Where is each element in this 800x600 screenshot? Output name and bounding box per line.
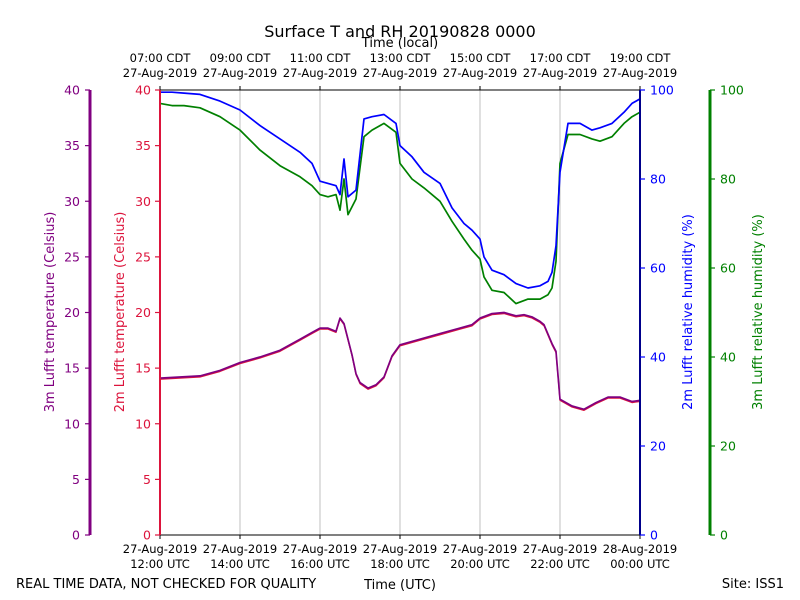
x-tick-local-time: 19:00 CDT — [610, 51, 672, 65]
y-tick-label-rh-2m: 100 — [650, 83, 674, 98]
top-axis-label: Time (local) — [361, 36, 438, 51]
x-tick-utc-date: 27-Aug-2019 — [203, 542, 277, 556]
y-ticks: 0 5 10 15 20 25 30 35 40 0 5 10 15 20 25 30 35 40 0 20 40 60 8… — [64, 83, 744, 543]
x-tick-utc-time: 22:00 UTC — [530, 557, 590, 571]
x-tick-local-time: 11:00 CDT — [290, 51, 352, 65]
y-tick-label-temp-2m: 40 — [135, 83, 151, 98]
x-tick-local-date: 27-Aug-2019 — [203, 66, 277, 80]
y-tick-label-temp-2m: 25 — [135, 249, 151, 264]
y-tick-label-temp-3m: 20 — [64, 305, 80, 320]
y-tick-label-temp-3m: 40 — [64, 83, 80, 98]
y-tick-label-temp-2m: 20 — [135, 305, 151, 320]
y-tick-label-temp-2m: 15 — [135, 361, 151, 376]
footer-site-label: Site: ISS1 — [722, 577, 784, 592]
y-tick-label-temp-2m: 30 — [135, 194, 151, 209]
axis-label-temp-3m: 3m Lufft temperature (Celsius) — [43, 212, 58, 413]
footer-quality-note: REAL TIME DATA, NOT CHECKED FOR QUALITY — [16, 577, 316, 592]
x-tick-local-time: 15:00 CDT — [450, 51, 512, 65]
x-tick-local-time: 09:00 CDT — [210, 51, 272, 65]
y-tick-label-rh-2m: 40 — [650, 350, 666, 365]
x-tick-local-time: 07:00 CDT — [130, 51, 192, 65]
y-tick-label-temp-3m: 0 — [72, 528, 80, 543]
y-tick-label-temp-2m: 10 — [135, 416, 151, 431]
x-tick-local-date: 27-Aug-2019 — [443, 66, 517, 80]
bottom-axis-label: Time (UTC) — [363, 578, 436, 593]
x-tick-local-date: 27-Aug-2019 — [523, 66, 597, 80]
y-tick-label-rh-2m: 80 — [650, 172, 666, 187]
x-tick-utc-time: 16:00 UTC — [290, 557, 350, 571]
x-tick-local-date: 27-Aug-2019 — [603, 66, 677, 80]
series-line-rh-2m — [160, 91, 641, 289]
y-tick-label-rh-2m: 0 — [650, 528, 658, 543]
x-tick-local-date: 27-Aug-2019 — [123, 66, 197, 80]
y-tick-label-rh-3m: 80 — [720, 172, 736, 187]
axis-label-rh-3m: 3m Lufft relative humidity (%) — [751, 214, 766, 410]
y-tick-label-rh-3m: 20 — [720, 439, 736, 454]
y-tick-label-rh-2m: 20 — [650, 439, 666, 454]
x-tick-local-date: 27-Aug-2019 — [283, 66, 357, 80]
x-tick-utc-date: 27-Aug-2019 — [283, 542, 357, 556]
x-tick-utc-date: 27-Aug-2019 — [123, 542, 197, 556]
axis-label-rh-2m: 2m Lufft relative humidity (%) — [681, 214, 696, 410]
chart-title: Surface T and RH 20190828 0000 — [264, 22, 536, 41]
x-tick-utc-time: 14:00 UTC — [210, 557, 270, 571]
y-tick-label-temp-3m: 15 — [64, 361, 80, 376]
y-tick-label-temp-2m: 35 — [135, 138, 151, 153]
y-tick-label-temp-3m: 10 — [64, 416, 80, 431]
y-tick-label-temp-2m: 0 — [143, 528, 151, 543]
y-tick-label-temp-3m: 35 — [64, 138, 80, 153]
x-tick-utc-date: 27-Aug-2019 — [363, 542, 437, 556]
x-tick-utc-time: 00:00 UTC — [610, 557, 670, 571]
y-tick-label-temp-3m: 30 — [64, 194, 80, 209]
axis-label-temp-2m: 2m Lufft temperature (Celsius) — [113, 212, 128, 413]
y-tick-label-temp-3m: 25 — [64, 249, 80, 264]
y-tick-label-rh-3m: 0 — [720, 528, 728, 543]
x-tick-utc-time: 12:00 UTC — [130, 557, 190, 571]
x-tick-utc-time: 18:00 UTC — [370, 557, 430, 571]
y-tick-label-rh-2m: 60 — [650, 261, 666, 276]
x-tick-local-time: 13:00 CDT — [370, 51, 432, 65]
y-tick-label-temp-2m: 5 — [143, 472, 151, 487]
y-tick-label-temp-3m: 5 — [72, 472, 80, 487]
y-tick-label-rh-3m: 100 — [720, 83, 744, 98]
x-tick-utc-date: 27-Aug-2019 — [523, 542, 597, 556]
x-tick-utc-time: 20:00 UTC — [450, 557, 510, 571]
series-layer — [159, 91, 641, 411]
x-tick-local-date: 27-Aug-2019 — [363, 66, 437, 80]
x-tick-utc-date: 28-Aug-2019 — [603, 542, 677, 556]
y-tick-label-rh-3m: 40 — [720, 350, 736, 365]
y-tick-label-rh-3m: 60 — [720, 261, 736, 276]
x-tick-local-time: 17:00 CDT — [530, 51, 592, 65]
series-line-temp-3m — [159, 311, 641, 411]
x-tick-utc-date: 27-Aug-2019 — [443, 542, 517, 556]
